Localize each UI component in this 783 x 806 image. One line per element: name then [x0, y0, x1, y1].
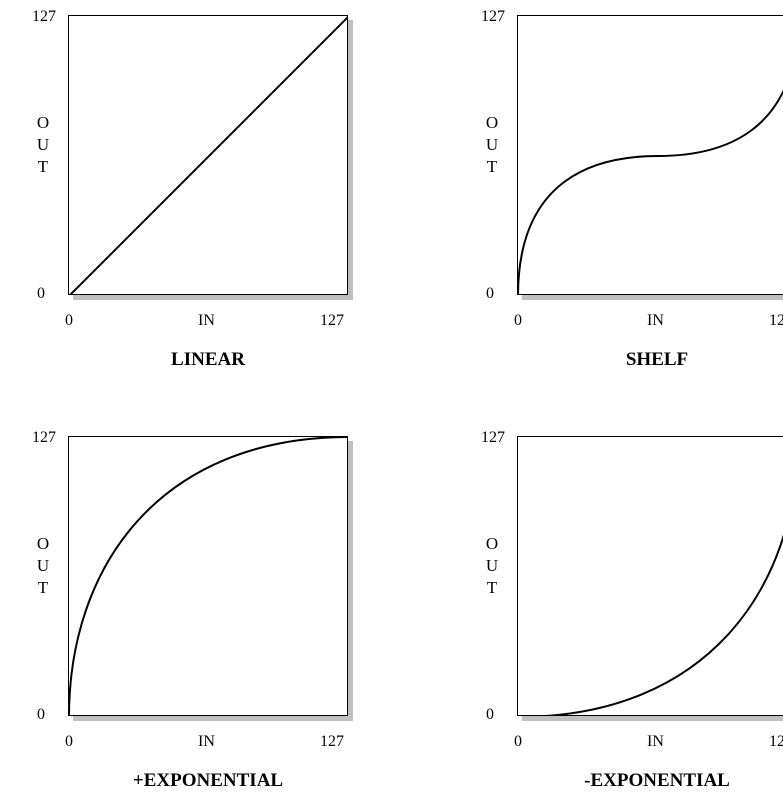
y-axis-letter: U — [36, 556, 50, 575]
curve-plot — [69, 437, 347, 715]
y-axis-letter: T — [37, 157, 49, 176]
y-axis-letter: O — [36, 113, 50, 132]
y-axis-letter: U — [485, 135, 499, 154]
y-axis-letter: O — [485, 113, 499, 132]
y-axis-letter: T — [486, 157, 498, 176]
x-axis-title: IN — [647, 312, 664, 329]
y-axis-max-label: 127 — [32, 8, 56, 25]
y-axis-title: O U T — [35, 533, 51, 599]
panel-title: LINEAR — [171, 349, 245, 370]
y-axis-letter: U — [36, 135, 50, 154]
graph-frame — [68, 436, 348, 716]
panel-title: +EXPONENTIAL — [132, 770, 284, 791]
shelf-curve — [518, 89, 783, 294]
panel-plus-exponential: 127 O U T 0 0 IN 127 +EXPONENTIAL — [32, 430, 428, 806]
y-axis-max-label: 127 — [481, 8, 505, 25]
y-axis-title: O U T — [35, 112, 51, 178]
minus-exponential-curve — [545, 534, 783, 715]
x-axis-min-label: 0 — [65, 733, 73, 750]
x-axis-min-label: 0 — [514, 733, 522, 750]
panel-title: -EXPONENTIAL — [584, 770, 730, 791]
panel-shelf: 127 O U T 0 0 IN 127 SHELF — [481, 9, 783, 385]
y-axis-min-label: 0 — [37, 706, 45, 723]
y-axis-max-label: 127 — [481, 429, 505, 446]
x-axis-max-label: 127 — [320, 312, 344, 329]
graph-frame — [517, 436, 783, 716]
curve-plot — [545, 534, 783, 715]
linear-curve — [69, 16, 347, 294]
x-axis-max-label: 127 — [769, 312, 783, 329]
curve-plot — [69, 16, 347, 294]
x-axis-min-label: 0 — [65, 312, 73, 329]
graph-frame — [517, 15, 783, 295]
y-axis-min-label: 0 — [486, 706, 494, 723]
y-axis-title: O U T — [484, 112, 500, 178]
x-axis-min-label: 0 — [514, 312, 522, 329]
plus-exponential-curve — [69, 437, 347, 715]
y-axis-title: O U T — [484, 533, 500, 599]
x-axis-max-label: 127 — [320, 733, 344, 750]
y-axis-letter: T — [37, 578, 49, 597]
graph-frame — [68, 15, 348, 295]
y-axis-letter: O — [485, 534, 499, 553]
y-axis-letter: U — [485, 556, 499, 575]
y-axis-max-label: 127 — [32, 429, 56, 446]
y-axis-letter: O — [36, 534, 50, 553]
x-axis-title: IN — [198, 312, 215, 329]
panel-title: SHELF — [625, 349, 689, 370]
y-axis-letter: T — [486, 578, 498, 597]
panel-linear: 127 O U T 0 0 IN 127 LINEAR — [32, 9, 428, 385]
panel-minus-exponential: 127 O U T 0 0 IN 127 -EXPONENTIAL — [481, 430, 783, 806]
y-axis-min-label: 0 — [37, 285, 45, 302]
x-axis-max-label: 127 — [769, 733, 783, 750]
x-axis-title: IN — [198, 733, 215, 750]
curve-plot — [518, 89, 783, 294]
x-axis-title: IN — [647, 733, 664, 750]
y-axis-min-label: 0 — [486, 285, 494, 302]
